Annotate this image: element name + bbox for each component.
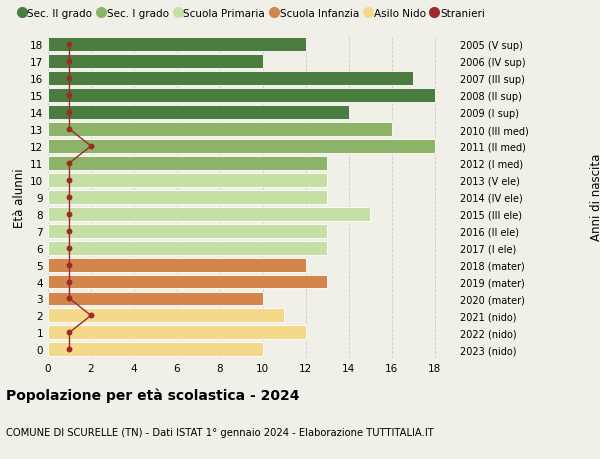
Point — [65, 126, 74, 134]
Point — [65, 261, 74, 269]
Point — [65, 177, 74, 184]
Text: Anni di nascita: Anni di nascita — [590, 154, 600, 241]
Bar — [48, 140, 434, 154]
Point — [65, 75, 74, 83]
Point — [65, 278, 74, 285]
Bar — [48, 190, 327, 204]
Bar — [48, 275, 327, 289]
Bar — [48, 123, 392, 137]
Bar — [48, 326, 305, 340]
Point — [65, 58, 74, 66]
Legend: Sec. II grado, Sec. I grado, Scuola Primaria, Scuola Infanzia, Asilo Nido, Stran: Sec. II grado, Sec. I grado, Scuola Prim… — [19, 9, 485, 19]
Point — [65, 92, 74, 100]
Point — [65, 109, 74, 117]
Bar — [48, 38, 305, 52]
Bar — [48, 241, 327, 255]
Bar — [48, 224, 327, 238]
Point — [65, 245, 74, 252]
Point — [86, 143, 96, 150]
Bar — [48, 258, 305, 272]
Bar — [48, 174, 327, 187]
Bar — [48, 207, 370, 221]
Bar — [48, 89, 434, 103]
Bar — [48, 72, 413, 86]
Point — [65, 160, 74, 167]
Point — [65, 346, 74, 353]
Bar — [48, 342, 263, 357]
Y-axis label: Età alunni: Età alunni — [13, 168, 26, 227]
Point — [65, 329, 74, 336]
Point — [65, 228, 74, 235]
Bar — [48, 157, 327, 170]
Text: Popolazione per età scolastica - 2024: Popolazione per età scolastica - 2024 — [6, 388, 299, 403]
Bar — [48, 106, 349, 120]
Point — [65, 194, 74, 201]
Point — [86, 312, 96, 319]
Point — [65, 211, 74, 218]
Point — [65, 41, 74, 49]
Point — [65, 295, 74, 302]
Bar — [48, 292, 263, 306]
Bar — [48, 309, 284, 323]
Text: COMUNE DI SCURELLE (TN) - Dati ISTAT 1° gennaio 2024 - Elaborazione TUTTITALIA.I: COMUNE DI SCURELLE (TN) - Dati ISTAT 1° … — [6, 427, 434, 437]
Bar — [48, 55, 263, 69]
